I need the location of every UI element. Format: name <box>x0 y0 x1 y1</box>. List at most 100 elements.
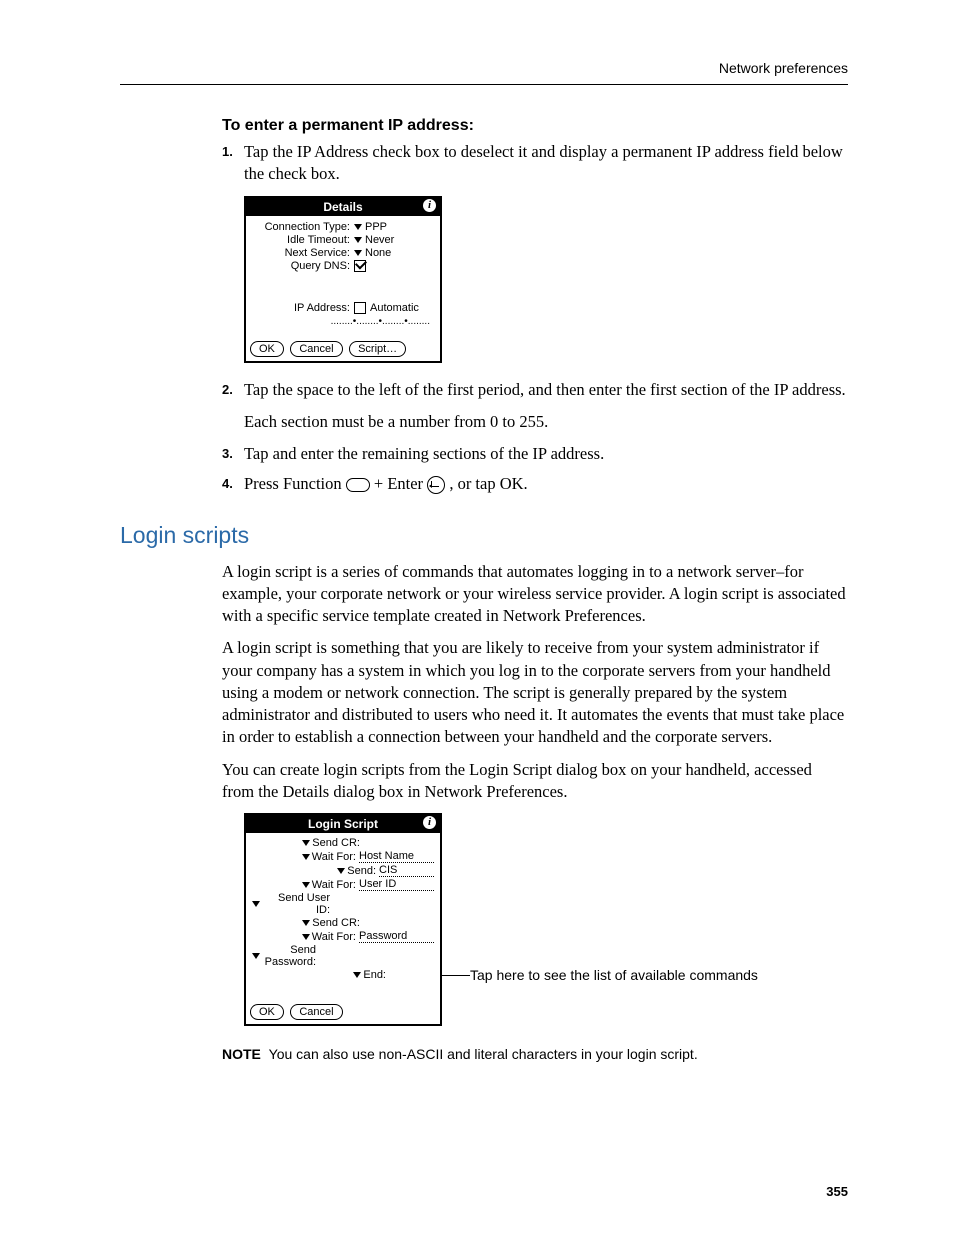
value-dropdown[interactable]: None <box>354 247 391 259</box>
label: IP Address: <box>252 302 354 314</box>
value-dropdown[interactable]: Never <box>354 234 394 246</box>
chevron-down-icon <box>302 934 310 940</box>
label: Query DNS: <box>252 260 354 272</box>
step-text: Press Function + Enter , or tap OK. <box>244 473 848 495</box>
script-line[interactable]: Wait For:User ID <box>252 878 434 891</box>
ok-button[interactable]: OK <box>250 341 284 357</box>
page-number: 355 <box>826 1184 848 1199</box>
function-key-icon <box>346 478 370 492</box>
chevron-down-icon <box>302 882 310 888</box>
script-command-label: Send CR: <box>252 837 363 849</box>
script-line[interactable]: Wait For:Password <box>252 930 434 943</box>
chevron-down-icon <box>354 250 362 256</box>
text-frag: + Enter <box>374 474 427 493</box>
checkbox-icon <box>354 302 366 314</box>
dialog-body: Connection Type: PPP Idle Timeout: Never… <box>246 216 440 337</box>
script-command-label: Send: <box>252 865 379 877</box>
chevron-down-icon <box>354 224 362 230</box>
body-paragraph: A login script is a series of commands t… <box>222 561 848 628</box>
label: Next Service: <box>252 247 354 259</box>
step-2: 2. Tap the space to the left of the firs… <box>222 379 848 401</box>
body-paragraph: A login script is something that you are… <box>222 637 848 748</box>
leader-line <box>442 975 470 976</box>
content-area: To enter a permanent IP address: 1. Tap … <box>222 117 848 1062</box>
info-icon[interactable]: i <box>423 199 436 212</box>
chevron-down-icon <box>252 901 260 907</box>
info-icon[interactable]: i <box>423 816 436 829</box>
chevron-down-icon <box>302 840 310 846</box>
script-command-label: Send User ID: <box>252 892 333 916</box>
row-idle-timeout: Idle Timeout: Never <box>252 234 434 246</box>
step-number: 3. <box>222 443 244 463</box>
login-script-figure: Login Script i Send CR:Wait For:Host Nam… <box>244 813 848 1026</box>
note-text: You can also use non-ASCII and literal c… <box>269 1046 698 1062</box>
step-4: 4. Press Function + Enter , or tap OK. <box>222 473 848 495</box>
login-script-dialog: Login Script i Send CR:Wait For:Host Nam… <box>244 813 442 1026</box>
script-line[interactable]: Send CR: <box>252 917 434 929</box>
script-button[interactable]: Script… <box>349 341 406 357</box>
running-head: Network preferences <box>120 60 848 76</box>
checkbox-value[interactable] <box>354 260 370 272</box>
section-heading: Login scripts <box>120 522 848 549</box>
chevron-down-icon <box>302 920 310 926</box>
chevron-down-icon <box>302 854 310 860</box>
script-line[interactable]: Send User ID: <box>252 892 434 916</box>
step-2-note: Each section must be a number from 0 to … <box>244 411 848 433</box>
dialog-title: Login Script <box>308 817 378 831</box>
step-3: 3. Tap and enter the remaining sections … <box>222 443 848 465</box>
step-text: Tap the IP Address check box to deselect… <box>244 141 848 186</box>
script-line[interactable]: Wait For:Host Name <box>252 850 434 863</box>
text-frag: Press Function <box>244 474 346 493</box>
label: Connection Type: <box>252 221 354 233</box>
script-command-label: Wait For: <box>252 931 359 943</box>
script-command-label: Send Password: <box>252 944 319 968</box>
cancel-button[interactable]: Cancel <box>290 341 342 357</box>
dialog-titlebar: Login Script i <box>246 815 440 833</box>
dialog-titlebar: Details i <box>246 198 440 216</box>
row-query-dns: Query DNS: <box>252 260 434 272</box>
script-line[interactable]: End: <box>252 969 434 981</box>
step-text: Tap the space to the left of the first p… <box>244 379 848 401</box>
row-ip-address: IP Address: Automatic <box>252 302 434 314</box>
callout-text: Tap here to see the list of available co… <box>470 967 758 985</box>
enter-key-icon <box>427 476 445 494</box>
checkbox-icon <box>354 260 366 272</box>
button-row: OK Cancel Script… <box>246 337 440 361</box>
chevron-down-icon <box>252 953 260 959</box>
script-command-label: Wait For: <box>252 879 359 891</box>
procedure-title: To enter a permanent IP address: <box>222 117 848 135</box>
label: Idle Timeout: <box>252 234 354 246</box>
row-next-service: Next Service: None <box>252 247 434 259</box>
cancel-button[interactable]: Cancel <box>290 1004 342 1020</box>
ip-entry-field[interactable]: ........•........•........•........ <box>252 316 430 327</box>
note: NOTE You can also use non-ASCII and lite… <box>222 1046 848 1062</box>
step-number: 1. <box>222 141 244 161</box>
button-row: OK Cancel <box>246 1000 440 1024</box>
step-number: 2. <box>222 379 244 399</box>
script-line[interactable]: Send:CIS <box>252 864 434 877</box>
ok-button[interactable]: OK <box>250 1004 284 1020</box>
dialog-body: Send CR:Wait For:Host NameSend:CISWait F… <box>246 833 440 1000</box>
script-value[interactable]: CIS <box>379 864 434 877</box>
script-value[interactable]: Password <box>359 930 434 943</box>
body-paragraph: You can create login scripts from the Lo… <box>222 759 848 804</box>
checkbox-value[interactable]: Automatic <box>354 302 419 314</box>
rule <box>120 84 848 85</box>
step-text: Tap and enter the remaining sections of … <box>244 443 848 465</box>
script-line[interactable]: Send CR: <box>252 837 434 849</box>
chevron-down-icon <box>354 237 362 243</box>
chevron-down-icon <box>353 972 361 978</box>
page: Network preferences To enter a permanent… <box>0 0 954 1235</box>
script-value[interactable]: User ID <box>359 878 434 891</box>
script-value[interactable]: Host Name <box>359 850 434 863</box>
step-number: 4. <box>222 473 244 493</box>
note-label: NOTE <box>222 1046 261 1062</box>
dialog-title: Details <box>323 200 362 214</box>
step-1: 1. Tap the IP Address check box to desel… <box>222 141 848 186</box>
value-dropdown[interactable]: PPP <box>354 221 387 233</box>
text-frag: , or tap OK. <box>449 474 527 493</box>
chevron-down-icon <box>337 868 345 874</box>
script-command-label: Wait For: <box>252 851 359 863</box>
row-connection-type: Connection Type: PPP <box>252 221 434 233</box>
script-line[interactable]: Send Password: <box>252 944 434 968</box>
